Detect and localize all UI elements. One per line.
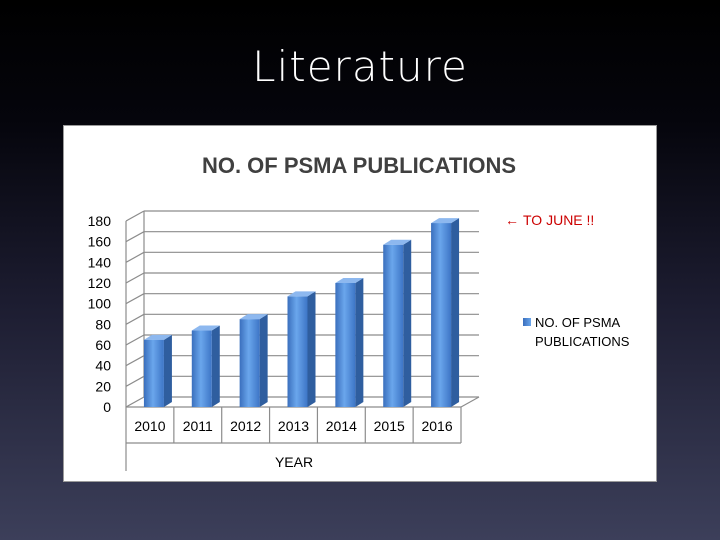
bar-top (143, 334, 172, 340)
annotation: ← TO JUNE !! (505, 212, 594, 228)
bar-front (383, 244, 404, 407)
x-tick-label: 2016 (421, 418, 452, 434)
gridline-diag (125, 313, 145, 325)
bar-2016 (431, 218, 460, 407)
y-tick-label: 100 (88, 296, 112, 312)
x-tick-labels: 2010 2011 2012 2013 2014 2015 2016 (134, 418, 453, 434)
gridline-diag (125, 231, 145, 243)
legend-label-line2: PUBLICATIONS (535, 334, 630, 349)
bar-top (431, 218, 460, 224)
x-tick-label: 2011 (183, 418, 213, 434)
gridline-diag (125, 334, 145, 346)
bar-side (451, 218, 460, 407)
bar-front (191, 330, 212, 407)
bar-top (383, 239, 412, 245)
x-tick-label: 2010 (134, 418, 165, 434)
legend: NO. OF PSMA PUBLICATIONS (523, 315, 630, 349)
bar-side (355, 278, 364, 407)
chart-title: NO. OF PSMA PUBLICATIONS (202, 153, 516, 178)
bar-2014 (335, 278, 364, 407)
bar-2010 (143, 334, 172, 407)
gridline-diag (125, 375, 145, 387)
y-tick-label: 0 (103, 399, 111, 415)
x-tick-label: 2013 (278, 418, 309, 434)
annotation-arrow: ← (505, 212, 519, 228)
bar-2015 (383, 239, 412, 407)
bar-top (287, 291, 316, 297)
bar-2012 (239, 314, 268, 407)
bar-2011 (191, 325, 220, 407)
chart-frame: NO. OF PSMA PUBLICATIONS 0 20 40 60 80 100 120… (63, 125, 657, 482)
floor-right-edge (460, 396, 480, 408)
x-axis-title: YEAR (275, 454, 313, 470)
bar-front (287, 296, 308, 407)
bar-front (431, 223, 452, 407)
x-tick-label: 2014 (326, 418, 357, 434)
slide-title: Literature (252, 42, 468, 91)
y-tick-label: 140 (88, 254, 112, 270)
y-tick-label: 60 (95, 337, 111, 353)
bar-side (211, 325, 220, 407)
bar-side (403, 239, 412, 407)
bar-side (163, 334, 172, 407)
gridline-diag (125, 396, 145, 408)
bar-top (335, 278, 364, 283)
y-tick-label: 180 (88, 213, 112, 229)
chart-svg: NO. OF PSMA PUBLICATIONS 0 20 40 60 80 100 120… (88, 153, 630, 471)
gridline-diag (125, 210, 145, 222)
y-tick-label: 80 (95, 316, 111, 332)
y-tick-label: 20 (95, 378, 111, 394)
x-tick-label: 2015 (374, 418, 405, 434)
bar-top (239, 314, 268, 320)
bar-2013 (287, 291, 316, 407)
legend-label-line1: NO. OF PSMA (535, 315, 621, 330)
bar-top (191, 325, 220, 331)
bar-front (335, 283, 356, 407)
bar-side (307, 291, 316, 407)
gridline-diag (125, 251, 145, 263)
x-tick-label: 2012 (230, 418, 261, 434)
gridline-diag (125, 355, 145, 367)
y-tick-label: 120 (88, 275, 112, 291)
bar-side (259, 314, 268, 407)
bar-front (143, 339, 164, 407)
annotation-text: TO JUNE !! (523, 212, 594, 228)
gridline-diag (125, 272, 145, 284)
legend-swatch (523, 318, 531, 326)
bar-layer (143, 218, 460, 407)
y-tick-label: 40 (95, 358, 111, 374)
y-tick-label: 160 (88, 234, 112, 250)
gridline-diag (125, 293, 145, 305)
y-tick-labels: 0 20 40 60 80 100 120 140 160 180 (88, 213, 112, 415)
bar-front (239, 319, 260, 407)
